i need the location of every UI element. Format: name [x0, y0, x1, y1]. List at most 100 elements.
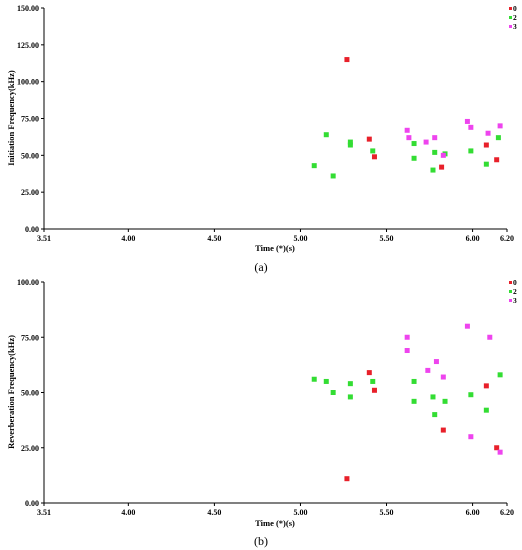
x-tick-label: 4.00	[121, 234, 135, 243]
data-point-series-3	[425, 367, 431, 373]
y-tick-label: 150.00	[17, 4, 39, 13]
data-point-series-2	[311, 376, 317, 382]
x-tick-label: 6.20	[500, 508, 514, 517]
legend-swatch	[509, 25, 512, 28]
legend-label: 0	[513, 4, 517, 13]
data-point-series-2	[347, 381, 353, 387]
x-tick-label: 4.50	[207, 234, 221, 243]
data-point-series-2	[430, 167, 436, 173]
data-point-series-2	[370, 378, 376, 384]
panel-caption: (a)	[254, 260, 267, 274]
data-point-series-0	[494, 445, 500, 451]
data-point-series-2	[411, 398, 417, 404]
data-point-series-0	[371, 387, 377, 393]
x-tick-label: 3.51	[37, 234, 51, 243]
data-point-series-2	[432, 149, 438, 155]
data-point-series-3	[485, 130, 491, 136]
data-point-series-2	[411, 378, 417, 384]
x-tick-label: 5.50	[380, 234, 394, 243]
data-point-series-2	[370, 148, 376, 154]
data-point-series-2	[347, 142, 353, 148]
data-point-series-3	[468, 124, 474, 130]
x-tick-label: 5.00	[293, 234, 307, 243]
x-tick-label: 3.51	[37, 508, 51, 517]
legend-swatch	[509, 290, 512, 293]
data-point-series-3	[423, 139, 429, 145]
data-point-series-3	[464, 118, 470, 124]
data-point-series-2	[483, 161, 489, 167]
data-point-series-2	[468, 392, 474, 398]
data-point-series-2	[495, 135, 501, 141]
data-point-series-2	[411, 141, 417, 147]
data-point-series-2	[323, 132, 329, 138]
x-axis-label: Time (*)(s)	[255, 243, 295, 253]
y-axis-label: Reverberation Frequency(kHz)	[6, 335, 16, 449]
data-point-series-3	[433, 359, 439, 365]
panel-caption: (b)	[254, 534, 268, 548]
data-point-series-3	[432, 135, 438, 141]
data-point-series-3	[487, 334, 493, 340]
data-point-series-3	[468, 434, 474, 440]
data-point-series-3	[404, 348, 410, 354]
legend-label: 2	[513, 287, 517, 296]
x-tick-label: 5.00	[293, 508, 307, 517]
data-point-series-3	[464, 323, 470, 329]
y-tick-label: 75.00	[21, 115, 39, 124]
data-point-series-2	[442, 398, 448, 404]
data-point-series-0	[483, 383, 489, 389]
x-tick-label: 4.50	[207, 508, 221, 517]
legend-label: 0	[513, 278, 517, 287]
data-point-series-0	[366, 136, 372, 142]
chart-panel-a: Initiation Frequency(kHz) Time (*)(s) (a…	[6, 4, 517, 274]
y-tick-label: 100.00	[17, 78, 39, 87]
chart-panel-b: Reverberation Frequency(kHz) Time (*)(s)…	[6, 278, 517, 548]
data-point-series-3	[440, 152, 446, 158]
data-point-series-0	[440, 427, 446, 433]
data-point-series-2	[330, 173, 336, 179]
data-point-series-2	[347, 139, 353, 145]
data-point-series-3	[497, 449, 503, 455]
x-tick-label: 5.50	[380, 508, 394, 517]
data-point-series-2	[432, 412, 438, 418]
legend-swatch	[509, 299, 512, 302]
data-point-series-2	[483, 407, 489, 413]
legend-label: 3	[513, 296, 517, 305]
data-point-series-3	[406, 135, 412, 141]
data-point-series-3	[497, 123, 503, 129]
data-point-series-0	[366, 370, 372, 376]
y-tick-label: 50.00	[21, 151, 39, 160]
data-point-series-0	[371, 154, 377, 160]
y-tick-label: 100.00	[17, 278, 39, 287]
data-point-series-3	[404, 334, 410, 340]
data-point-series-2	[411, 155, 417, 161]
data-point-series-2	[311, 163, 317, 169]
legend-label: 2	[513, 13, 517, 22]
data-point-series-2	[430, 394, 436, 400]
x-tick-label: 4.00	[121, 508, 135, 517]
data-point-series-2	[468, 148, 474, 154]
y-tick-label: 25.00	[21, 188, 39, 197]
data-point-series-0	[494, 157, 500, 163]
y-tick-label: 25.00	[21, 444, 39, 453]
data-point-series-0	[344, 57, 350, 63]
legend-swatch	[509, 16, 512, 19]
y-tick-label: 0.00	[25, 499, 39, 508]
data-point-series-0	[344, 476, 350, 482]
legend-swatch	[509, 281, 512, 284]
y-tick-label: 125.00	[17, 41, 39, 50]
legend-label: 3	[513, 22, 517, 31]
data-point-series-0	[483, 142, 489, 148]
y-tick-label: 75.00	[21, 333, 39, 342]
data-point-series-3	[404, 127, 410, 133]
x-tick-label: 6.20	[500, 234, 514, 243]
data-point-series-2	[330, 390, 336, 395]
x-tick-label: 6.00	[466, 508, 480, 517]
x-tick-label: 6.00	[466, 234, 480, 243]
y-tick-label: 0.00	[25, 225, 39, 234]
data-point-series-0	[439, 164, 445, 170]
x-axis-label: Time (*)(s)	[255, 518, 295, 528]
y-tick-label: 50.00	[21, 389, 39, 398]
legend-swatch	[509, 7, 512, 10]
data-point-series-2	[323, 378, 329, 384]
